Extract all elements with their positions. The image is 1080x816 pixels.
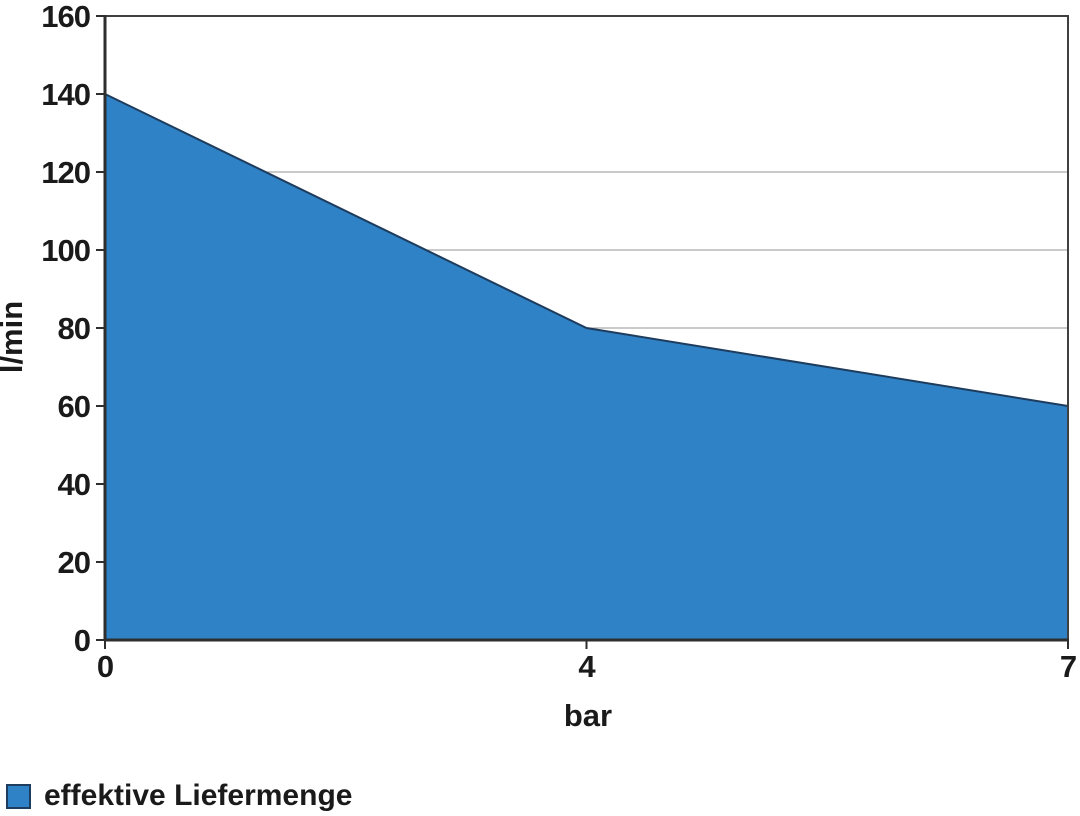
- x-axis-title: bar: [564, 698, 612, 733]
- y-tick-label-0: 0: [74, 623, 90, 658]
- series-group: [104, 93, 1069, 640]
- x-tick-label-0: 0: [97, 649, 113, 684]
- y-tick-label-160: 160: [41, 0, 90, 34]
- x-tick-label-4: 4: [578, 649, 596, 684]
- x-tick-label-7: 7: [1060, 649, 1076, 684]
- area-series: [105, 94, 1068, 640]
- area-chart: 0 20 40 60 80 100 120 140 160 0 4 7 l/min bar: [0, 0, 1077, 733]
- axis-tick-labels: 0 20 40 60 80 100 120 140 160 0 4 7: [41, 0, 1077, 684]
- legend-label: effektive Liefermenge: [44, 779, 353, 812]
- y-tick-label-120: 120: [41, 155, 90, 190]
- y-tick-label-40: 40: [58, 467, 90, 502]
- series-line: [104, 93, 1069, 407]
- y-tick-label-20: 20: [58, 545, 90, 580]
- y-axis-title: l/min: [0, 301, 29, 373]
- legend: effektive Liefermenge: [6, 781, 352, 811]
- y-tick-label-60: 60: [58, 389, 90, 424]
- axis-ticks: [96, 15, 1069, 649]
- y-tick-label-100: 100: [41, 233, 90, 268]
- y-tick-label-80: 80: [58, 311, 90, 346]
- y-tick-label-140: 140: [41, 77, 90, 112]
- legend-swatch: [6, 783, 31, 809]
